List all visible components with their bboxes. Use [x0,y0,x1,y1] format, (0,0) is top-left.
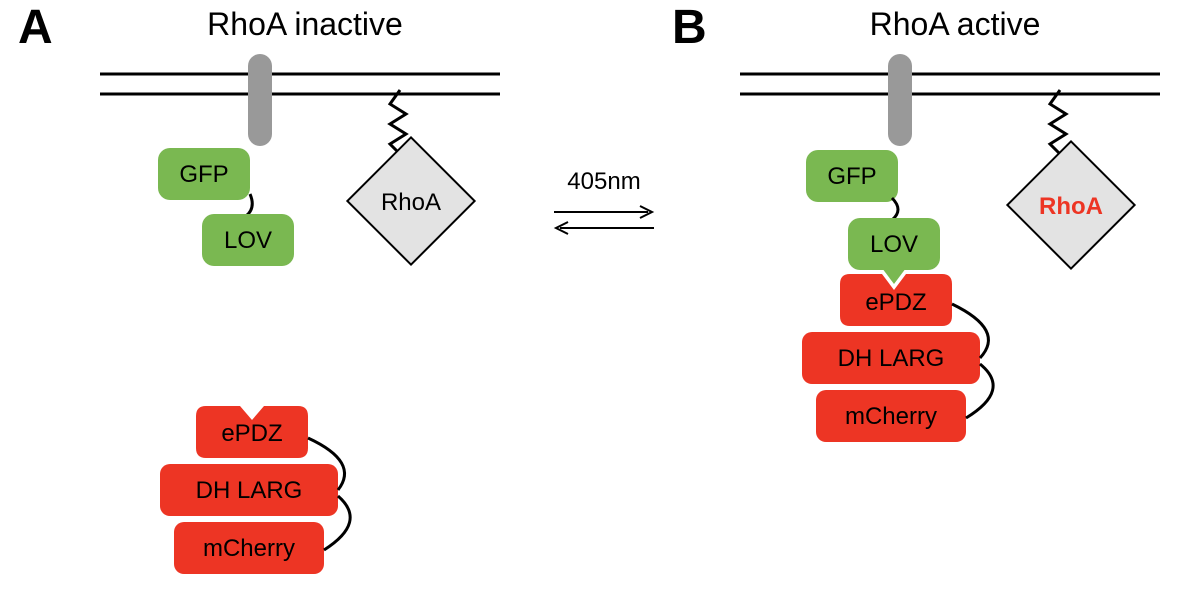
reversible-arrows-icon [548,200,660,240]
receptor-icon [248,54,272,146]
rhoa-label: RhoA [381,189,441,216]
mcherry-label: mCherry [845,403,937,430]
epdz-box: ePDZ [840,274,952,326]
dhlarg-box: DH LARG [802,332,980,384]
lov-label: LOV [224,227,272,254]
panel-a-title: RhoA inactive [140,6,470,43]
receptor-icon [888,54,912,146]
wavelength-label: 405nm [544,168,664,196]
panel-b-title: RhoA active [790,6,1120,43]
rhoa-diamond: RhoA [347,137,474,264]
gfp-box: GFP [158,148,250,200]
panel-a-svg: RhoA GFP LOV ePDZ DH LARG mCherry [80,50,520,610]
panel-letter-a: A [18,0,53,55]
mcherry-box: mCherry [816,390,966,442]
epdz-label: ePDZ [221,420,282,447]
epdz-box: ePDZ [196,406,308,458]
panel-letter-b: B [672,0,707,55]
epdz-label: ePDZ [865,289,926,316]
rhoa-diamond: RhoA [1007,141,1134,268]
dhlarg-label: DH LARG [838,345,945,372]
gfp-label: GFP [179,161,228,188]
mcherry-box: mCherry [174,522,324,574]
dhlarg-box: DH LARG [160,464,338,516]
lipid-anchor-icon [1050,90,1066,154]
lov-box: LOV [202,214,294,266]
gfp-lov-linker [246,194,252,216]
figure-canvas: A RhoA inactive B RhoA active 405nm RhoA [0,0,1200,616]
panel-b-svg: RhoA GFP LOV ePDZ DH LARG mCherry [720,50,1180,610]
dhlarg-label: DH LARG [196,477,303,504]
lov-label: LOV [870,231,918,258]
gfp-label: GFP [827,163,876,190]
mcherry-label: mCherry [203,535,295,562]
gfp-lov-linker [892,198,898,220]
rhoa-label: RhoA [1039,193,1103,220]
gfp-box: GFP [806,150,898,202]
